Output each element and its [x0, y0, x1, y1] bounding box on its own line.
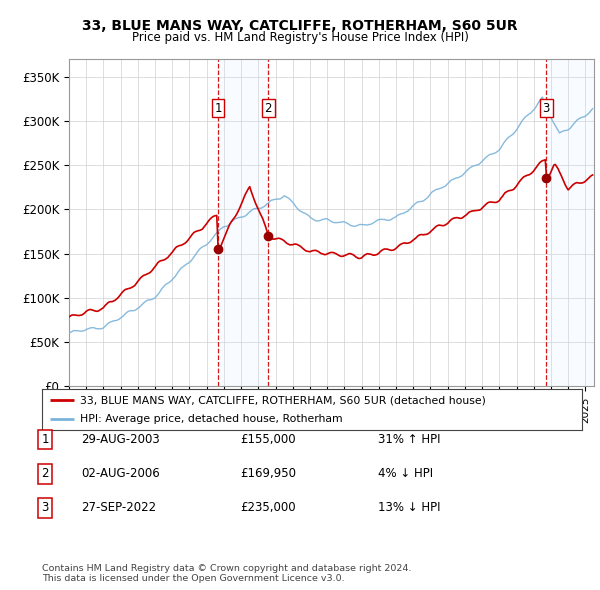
Text: Price paid vs. HM Land Registry's House Price Index (HPI): Price paid vs. HM Land Registry's House … — [131, 31, 469, 44]
Text: 2: 2 — [265, 101, 272, 114]
Text: 33, BLUE MANS WAY, CATCLIFFE, ROTHERHAM, S60 5UR: 33, BLUE MANS WAY, CATCLIFFE, ROTHERHAM,… — [82, 19, 518, 33]
Text: 33, BLUE MANS WAY, CATCLIFFE, ROTHERHAM, S60 5UR (detached house): 33, BLUE MANS WAY, CATCLIFFE, ROTHERHAM,… — [80, 395, 485, 405]
Bar — [547, 59, 594, 386]
Text: 13% ↓ HPI: 13% ↓ HPI — [378, 502, 440, 514]
Text: 1: 1 — [214, 101, 222, 114]
Text: 27-SEP-2022: 27-SEP-2022 — [81, 502, 156, 514]
Text: 2: 2 — [41, 467, 49, 480]
Bar — [218, 59, 268, 386]
Text: 31% ↑ HPI: 31% ↑ HPI — [378, 433, 440, 446]
Text: Contains HM Land Registry data © Crown copyright and database right 2024.
This d: Contains HM Land Registry data © Crown c… — [42, 563, 412, 583]
Text: £155,000: £155,000 — [240, 433, 296, 446]
Text: HPI: Average price, detached house, Rotherham: HPI: Average price, detached house, Roth… — [80, 414, 343, 424]
Text: 3: 3 — [542, 101, 550, 114]
Text: 3: 3 — [41, 502, 49, 514]
Text: £235,000: £235,000 — [240, 502, 296, 514]
Text: 4% ↓ HPI: 4% ↓ HPI — [378, 467, 433, 480]
Text: 29-AUG-2003: 29-AUG-2003 — [81, 433, 160, 446]
Text: £169,950: £169,950 — [240, 467, 296, 480]
Text: 1: 1 — [41, 433, 49, 446]
Text: 02-AUG-2006: 02-AUG-2006 — [81, 467, 160, 480]
